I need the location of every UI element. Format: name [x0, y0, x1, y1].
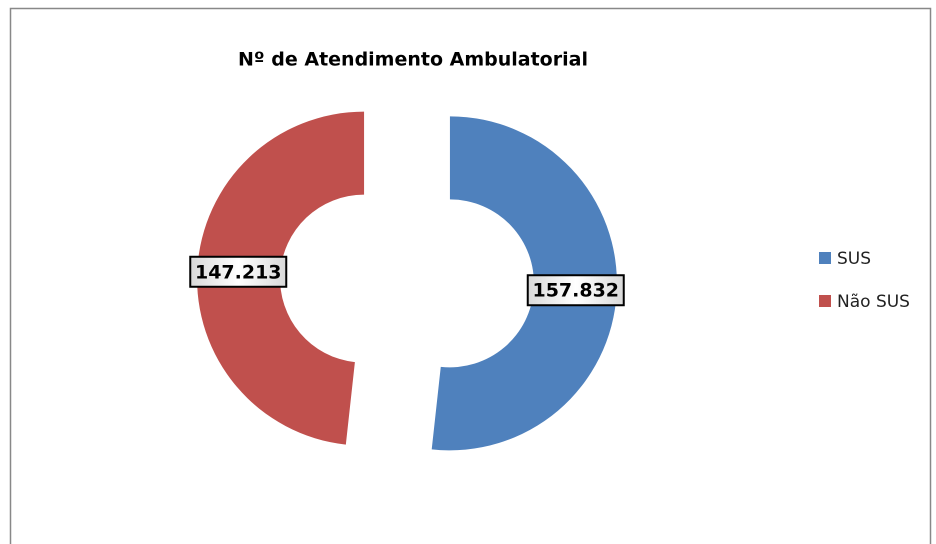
chart-frame: [9, 7, 932, 544]
data-label-box: [526, 274, 625, 307]
data-label-text: 147.213: [195, 261, 282, 283]
doughnut-slice: [197, 111, 365, 445]
doughnut-slice: [431, 116, 617, 451]
data-label: 157.832: [526, 274, 625, 307]
legend-swatch: [819, 295, 831, 307]
legend-label: Não SUS: [837, 292, 910, 312]
data-label-text: 157.832: [532, 280, 619, 302]
legend-label: SUS: [837, 249, 871, 269]
legend-swatch: [819, 252, 831, 264]
chart-title: Nº de Atendimento Ambulatorial: [238, 49, 588, 71]
data-label: 147.213: [189, 255, 288, 288]
data-label-box: [189, 255, 288, 288]
